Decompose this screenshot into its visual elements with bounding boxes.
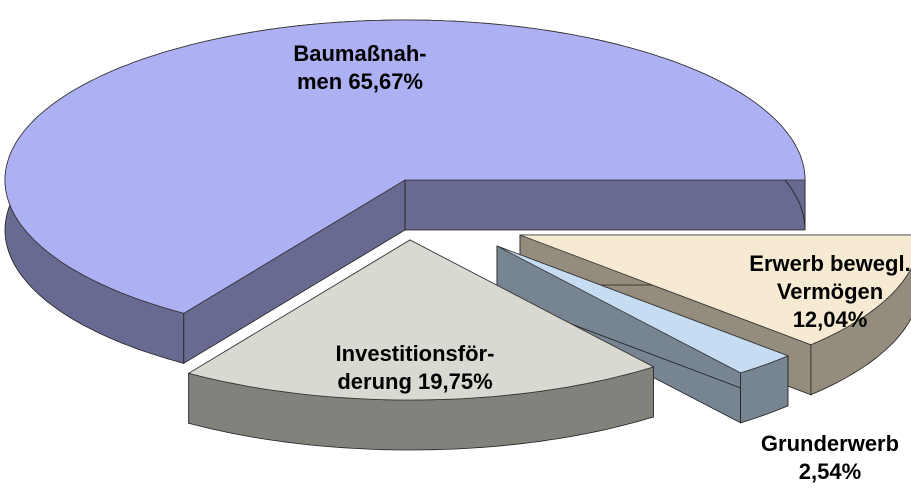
slice xyxy=(187,239,655,401)
slice-label: Erwerb bewegl. Vermögen 12,04% xyxy=(743,250,911,334)
slice-label: Investitionsför-derung 19,75% xyxy=(300,340,530,396)
category-label: Grunderwerb xyxy=(760,431,900,456)
value-label: 65,67% xyxy=(348,69,423,94)
slice xyxy=(496,245,789,374)
value-label: 19,75% xyxy=(418,369,493,394)
slice-label: Grunderwerb 2,54% xyxy=(755,430,905,486)
slice-label: Baumaßnah-men 65,67% xyxy=(273,40,448,96)
category-label: Investitionsför-derung xyxy=(335,341,495,394)
value-label: 12,04% xyxy=(792,307,868,332)
category-label: Erwerb bewegl. Vermögen xyxy=(749,251,911,304)
slice-wall xyxy=(404,179,806,231)
slice xyxy=(4,19,806,314)
category-label: Baumaßnah-men xyxy=(293,41,427,94)
value-label: 2,54% xyxy=(798,459,862,484)
slice xyxy=(519,234,911,346)
